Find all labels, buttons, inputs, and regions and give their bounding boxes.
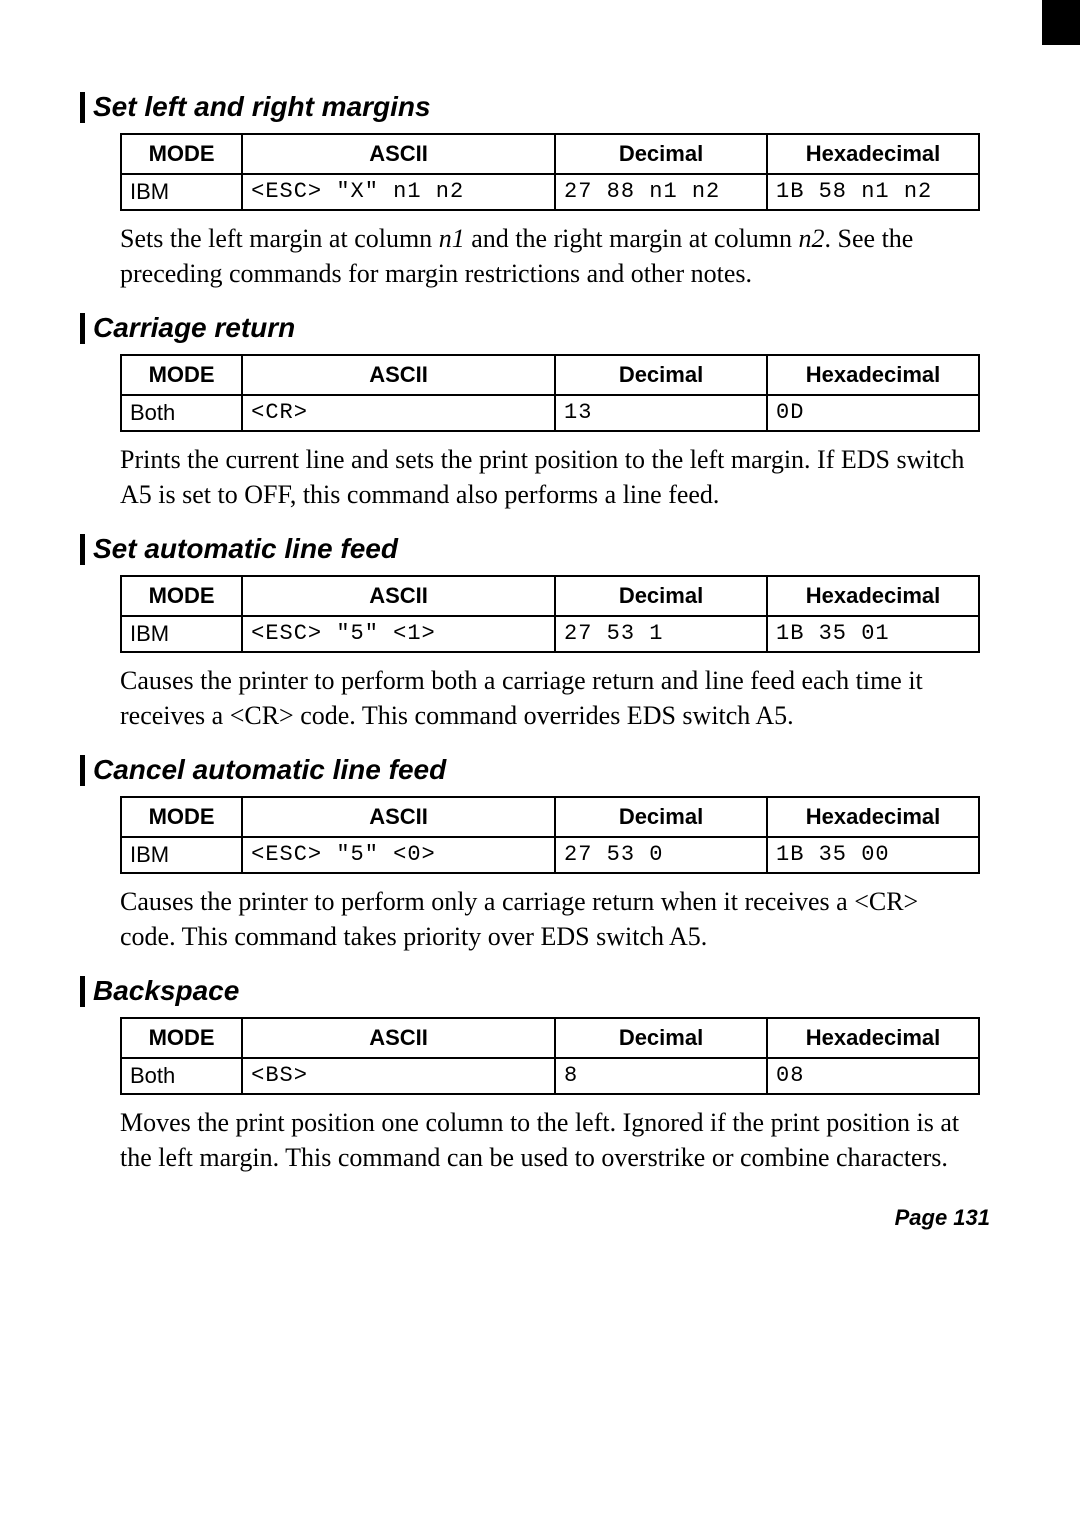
table-header: ASCII — [242, 1018, 555, 1058]
table-header: Hexadecimal — [767, 134, 979, 174]
table-header: MODE — [121, 797, 242, 837]
decimal-cell: 13 — [555, 395, 767, 431]
table-row: Both<CR>130D — [121, 395, 979, 431]
mode-cell: IBM — [121, 174, 242, 210]
decimal-cell: 8 — [555, 1058, 767, 1094]
ascii-cell: <CR> — [242, 395, 555, 431]
section-title: Set left and right margins — [80, 92, 1000, 123]
table-header: Decimal — [555, 134, 767, 174]
command-table: MODEASCIIDecimalHexadecimalIBM<ESC> "X" … — [120, 133, 980, 211]
table-row: IBM<ESC> "X" n1 n227 88 n1 n21B 58 n1 n2 — [121, 174, 979, 210]
table-header: Hexadecimal — [767, 355, 979, 395]
hex-cell: 1B 35 00 — [767, 837, 979, 873]
decimal-cell: 27 88 n1 n2 — [555, 174, 767, 210]
mode-cell: Both — [121, 395, 242, 431]
section-title: Carriage return — [80, 313, 1000, 344]
table-header: Decimal — [555, 1018, 767, 1058]
table-header: ASCII — [242, 576, 555, 616]
hex-cell: 0D — [767, 395, 979, 431]
section-title: Set automatic line feed — [80, 534, 1000, 565]
table-header: Hexadecimal — [767, 797, 979, 837]
ascii-cell: <ESC> "X" n1 n2 — [242, 174, 555, 210]
table-row: IBM<ESC> "5" <1>27 53 11B 35 01 — [121, 616, 979, 652]
mode-cell: IBM — [121, 616, 242, 652]
ascii-cell: <ESC> "5" <0> — [242, 837, 555, 873]
section-title: Cancel automatic line feed — [80, 755, 1000, 786]
table-header: Hexadecimal — [767, 576, 979, 616]
table-header: MODE — [121, 355, 242, 395]
table-header: MODE — [121, 576, 242, 616]
table-header: Decimal — [555, 355, 767, 395]
mode-cell: IBM — [121, 837, 242, 873]
table-header: ASCII — [242, 355, 555, 395]
decimal-cell: 27 53 1 — [555, 616, 767, 652]
section-description: Causes the printer to perform only a car… — [120, 884, 980, 954]
command-table: MODEASCIIDecimalHexadecimalBoth<CR>130D — [120, 354, 980, 432]
table-header: MODE — [121, 134, 242, 174]
mode-cell: Both — [121, 1058, 242, 1094]
page-number: Page 131 — [80, 1205, 1000, 1231]
command-table: MODEASCIIDecimalHexadecimalBoth<BS>808 — [120, 1017, 980, 1095]
table-header: Decimal — [555, 576, 767, 616]
section-description: Causes the printer to perform both a car… — [120, 663, 980, 733]
section-description: Sets the left margin at column n1 and th… — [120, 221, 980, 291]
section-title: Backspace — [80, 976, 1000, 1007]
table-header: Decimal — [555, 797, 767, 837]
section-description: Moves the print position one column to t… — [120, 1105, 980, 1175]
table-row: IBM<ESC> "5" <0>27 53 01B 35 00 — [121, 837, 979, 873]
table-header: ASCII — [242, 134, 555, 174]
ascii-cell: <BS> — [242, 1058, 555, 1094]
hex-cell: 08 — [767, 1058, 979, 1094]
table-header: Hexadecimal — [767, 1018, 979, 1058]
table-header: MODE — [121, 1018, 242, 1058]
decimal-cell: 27 53 0 — [555, 837, 767, 873]
table-row: Both<BS>808 — [121, 1058, 979, 1094]
command-table: MODEASCIIDecimalHexadecimalIBM<ESC> "5" … — [120, 575, 980, 653]
command-table: MODEASCIIDecimalHexadecimalIBM<ESC> "5" … — [120, 796, 980, 874]
hex-cell: 1B 35 01 — [767, 616, 979, 652]
section-description: Prints the current line and sets the pri… — [120, 442, 980, 512]
table-header: ASCII — [242, 797, 555, 837]
hex-cell: 1B 58 n1 n2 — [767, 174, 979, 210]
ascii-cell: <ESC> "5" <1> — [242, 616, 555, 652]
page-corner-marker — [1042, 0, 1080, 45]
